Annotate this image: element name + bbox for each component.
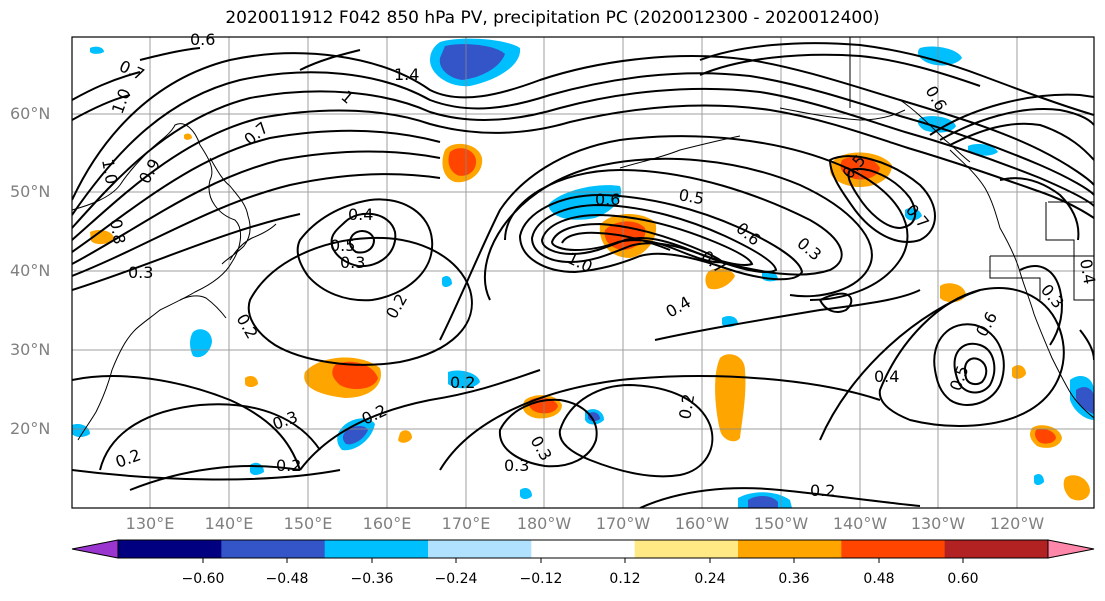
- colorbar-segment: [118, 540, 222, 558]
- contour-label: 0.3: [340, 253, 365, 272]
- lon-label: 170°W: [595, 514, 651, 533]
- colorbar-segment: [738, 540, 842, 558]
- lon-label: 150°W: [753, 514, 809, 533]
- contour-label: 0.4: [348, 205, 373, 224]
- colorbar-segment: [324, 540, 429, 558]
- contour-label: 0.4: [874, 367, 899, 386]
- colorbar-tick-label: −0.24: [434, 571, 478, 587]
- contour-label: 1.0: [98, 157, 121, 185]
- lon-label: 140°W: [832, 514, 888, 533]
- colorbar-tick-label: 0.12: [609, 571, 641, 587]
- map-frame: [71, 36, 1095, 509]
- colorbar-tick-label: −0.48: [265, 571, 309, 587]
- lon-label: 160°E: [362, 514, 412, 533]
- colorbar-tick-label: −0.36: [350, 571, 394, 587]
- contour-label: 0.8: [106, 217, 129, 245]
- colorbar-tick-label: 0.36: [778, 571, 810, 587]
- colorbar-segment: [634, 540, 739, 558]
- lon-label: 170°E: [441, 514, 491, 533]
- colorbar-segment: [944, 540, 1049, 558]
- contour-label: 0.2: [810, 481, 835, 500]
- colorbar-segment: [221, 540, 326, 558]
- lon-label: 120°W: [989, 514, 1045, 533]
- colorbar-tick-label: −0.12: [519, 571, 563, 587]
- lon-label: 130°E: [125, 514, 175, 533]
- colorbar-tick-label: 0.60: [947, 571, 979, 587]
- contour-label: 0.5: [330, 236, 355, 255]
- lon-label: 130°W: [910, 514, 966, 533]
- colorbar-segment: [841, 540, 946, 558]
- colorbar-segment: [531, 540, 636, 558]
- map-title: 2020011912 F042 850 hPa PV, precipitatio…: [225, 8, 880, 28]
- contour-label: 0.4: [1076, 257, 1099, 285]
- lon-label: 140°E: [204, 514, 254, 533]
- contour-label: 0.2: [450, 373, 475, 392]
- lat-label-20n: 20°N: [10, 419, 51, 438]
- lat-label-30n: 30°N: [10, 340, 51, 359]
- contour-label: 0.3: [504, 456, 529, 475]
- map-panel: [72, 37, 1094, 508]
- contour-label: 0.2: [675, 392, 698, 420]
- lat-label-40n: 40°N: [10, 261, 51, 280]
- contour-label: 0.2: [276, 456, 301, 475]
- colorbar: [71, 539, 1095, 563]
- contour-label: 0.5: [677, 185, 705, 208]
- colorbar-segment: [428, 540, 532, 558]
- lon-label: 180°W: [516, 514, 572, 533]
- negative-precip-areas: [72, 38, 1094, 508]
- lat-label-60n: 60°N: [10, 104, 51, 123]
- lat-label-50n: 50°N: [10, 182, 51, 201]
- contour-label: 0.6: [595, 190, 620, 209]
- colorbar-tick-label: 0.24: [694, 571, 726, 587]
- colorbar-tick-label: −0.60: [181, 571, 225, 587]
- contour-label: 1.4: [394, 65, 419, 84]
- contour-label: 0.6: [190, 30, 215, 49]
- lon-label: 150°E: [283, 514, 333, 533]
- pv-contours: [72, 42, 1094, 508]
- colorbar-tick-label: 0.48: [863, 571, 895, 587]
- contour-label: 0.3: [128, 263, 153, 282]
- lon-label: 160°W: [674, 514, 730, 533]
